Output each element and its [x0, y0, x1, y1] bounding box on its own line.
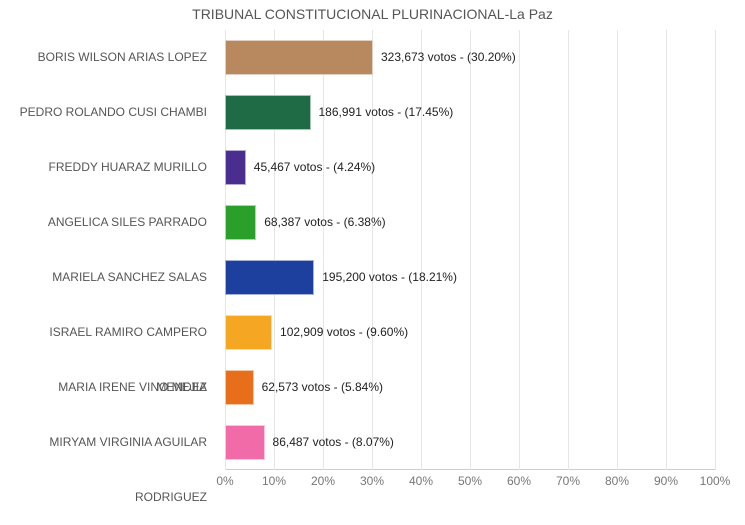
value-label: 102,909 votos - (9.60%) — [272, 315, 408, 350]
category-label: ISRAEL RAMIRO CAMPERO MENDEZ — [0, 305, 215, 360]
bar-row: MARIA IRENE VINO MEJIA62,573 votos - (5.… — [225, 360, 715, 415]
bar-row: PEDRO ROLANDO CUSI CHAMBI186,991 votos -… — [225, 85, 715, 140]
value-label: 195,200 votos - (18.21%) — [314, 260, 457, 295]
bar — [225, 315, 272, 350]
x-tick-label: 30% — [360, 474, 384, 488]
x-tick-label: 70% — [556, 474, 580, 488]
x-tick-label: 60% — [507, 474, 531, 488]
value-label: 186,991 votos - (17.45%) — [311, 95, 454, 130]
bar — [225, 95, 311, 130]
x-tick-label: 40% — [409, 474, 433, 488]
category-label: PEDRO ROLANDO CUSI CHAMBI — [0, 85, 215, 140]
bar-row: MIRYAM VIRGINIA AGUILAR RODRIGUEZ86,487 … — [225, 415, 715, 470]
category-label: FREDDY HUARAZ MURILLO — [0, 140, 215, 195]
x-tick-label: 80% — [605, 474, 629, 488]
bar-row: FREDDY HUARAZ MURILLO45,467 votos - (4.2… — [225, 140, 715, 195]
category-label: BORIS WILSON ARIAS LOPEZ — [0, 30, 215, 85]
grid-line — [715, 30, 716, 470]
category-label: ANGELICA SILES PARRADO — [0, 195, 215, 250]
value-label: 68,387 votos - (6.38%) — [256, 205, 385, 240]
category-label: MARIA IRENE VINO MEJIA — [0, 360, 215, 415]
value-label: 45,467 votos - (4.24%) — [246, 150, 375, 185]
chart-container: TRIBUNAL CONSTITUCIONAL PLURINACIONAL-La… — [0, 0, 745, 512]
x-tick-label: 50% — [458, 474, 482, 488]
bar-row: ANGELICA SILES PARRADO68,387 votos - (6.… — [225, 195, 715, 250]
bar-row: MARIELA SANCHEZ SALAS195,200 votos - (18… — [225, 250, 715, 305]
value-label: 62,573 votos - (5.84%) — [254, 370, 383, 405]
bar — [225, 425, 265, 460]
bar — [225, 370, 254, 405]
bar — [225, 150, 246, 185]
bar — [225, 260, 314, 295]
x-tick-label: 10% — [262, 474, 286, 488]
plot-area: 0%10%20%30%40%50%60%70%80%90%100%BORIS W… — [225, 30, 715, 470]
value-label: 323,673 votos - (30.20%) — [373, 40, 516, 75]
x-tick-label: 0% — [216, 474, 233, 488]
bar-row: ISRAEL RAMIRO CAMPERO MENDEZ102,909 voto… — [225, 305, 715, 360]
value-label: 86,487 votos - (8.07%) — [265, 425, 394, 460]
bar — [225, 205, 256, 240]
bar — [225, 40, 373, 75]
bar-row: BORIS WILSON ARIAS LOPEZ323,673 votos - … — [225, 30, 715, 85]
category-label: MIRYAM VIRGINIA AGUILAR RODRIGUEZ — [0, 415, 215, 470]
x-tick-label: 90% — [654, 474, 678, 488]
x-tick-label: 100% — [700, 474, 731, 488]
x-tick-label: 20% — [311, 474, 335, 488]
category-label: MARIELA SANCHEZ SALAS — [0, 250, 215, 305]
chart-title: TRIBUNAL CONSTITUCIONAL PLURINACIONAL-La… — [0, 0, 745, 26]
